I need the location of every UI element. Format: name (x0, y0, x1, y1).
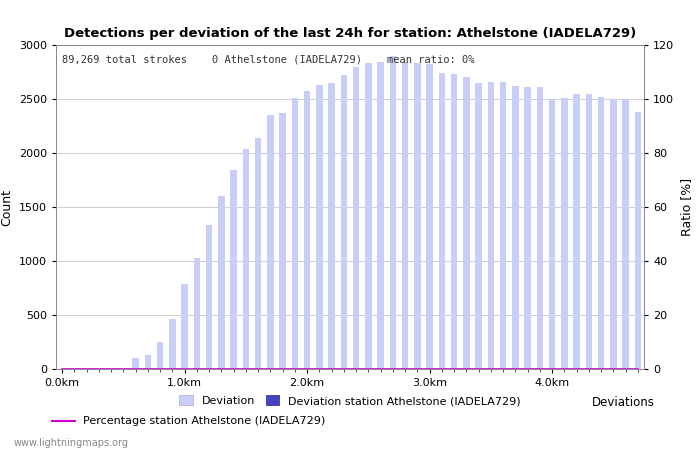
Bar (230, 170, 237, 369)
Bar (353, 67, 360, 369)
Bar (487, 82, 494, 369)
Bar (328, 83, 335, 369)
Bar (500, 82, 507, 369)
Bar (304, 91, 311, 369)
Bar (377, 62, 384, 369)
Bar (598, 97, 605, 369)
Bar (536, 87, 543, 369)
Bar (193, 258, 200, 369)
Bar (279, 113, 286, 369)
Bar (438, 73, 445, 369)
Bar (218, 196, 225, 369)
Text: 89,269 total strokes    0 Athelstone (IADELA729)    mean ratio: 0%: 89,269 total strokes 0 Athelstone (IADEL… (62, 55, 475, 65)
Bar (512, 86, 519, 369)
Bar (169, 320, 176, 369)
Bar (365, 63, 372, 369)
Bar (132, 358, 139, 369)
Bar (414, 63, 421, 369)
Bar (157, 342, 164, 369)
Bar (316, 85, 323, 369)
Bar (144, 355, 151, 369)
Bar (634, 112, 641, 369)
Title: Detections per deviation of the last 24h for station: Athelstone (IADELA729): Detections per deviation of the last 24h… (64, 27, 636, 40)
Y-axis label: Count: Count (0, 189, 13, 225)
Bar (573, 94, 580, 369)
Legend: Deviation, Deviation station Athelstone (IADELA729): Deviation, Deviation station Athelstone … (179, 396, 521, 406)
Bar (426, 64, 433, 369)
Text: www.lightningmaps.org: www.lightningmaps.org (14, 438, 129, 448)
Bar (340, 75, 347, 369)
Bar (206, 225, 213, 369)
Bar (402, 62, 409, 369)
Y-axis label: Ratio [%]: Ratio [%] (680, 178, 693, 236)
Bar (475, 83, 482, 369)
Bar (561, 98, 568, 369)
Bar (585, 94, 592, 369)
Bar (451, 74, 458, 369)
Bar (463, 77, 470, 369)
Bar (622, 99, 629, 369)
Bar (389, 56, 396, 369)
Bar (291, 98, 298, 369)
Legend: Percentage station Athelstone (IADELA729): Percentage station Athelstone (IADELA729… (52, 416, 326, 427)
Text: Deviations: Deviations (592, 396, 654, 409)
Bar (524, 87, 531, 369)
Bar (610, 99, 617, 369)
Bar (181, 284, 188, 369)
Bar (242, 148, 249, 369)
Bar (255, 138, 262, 369)
Bar (267, 115, 274, 369)
Bar (549, 99, 556, 369)
